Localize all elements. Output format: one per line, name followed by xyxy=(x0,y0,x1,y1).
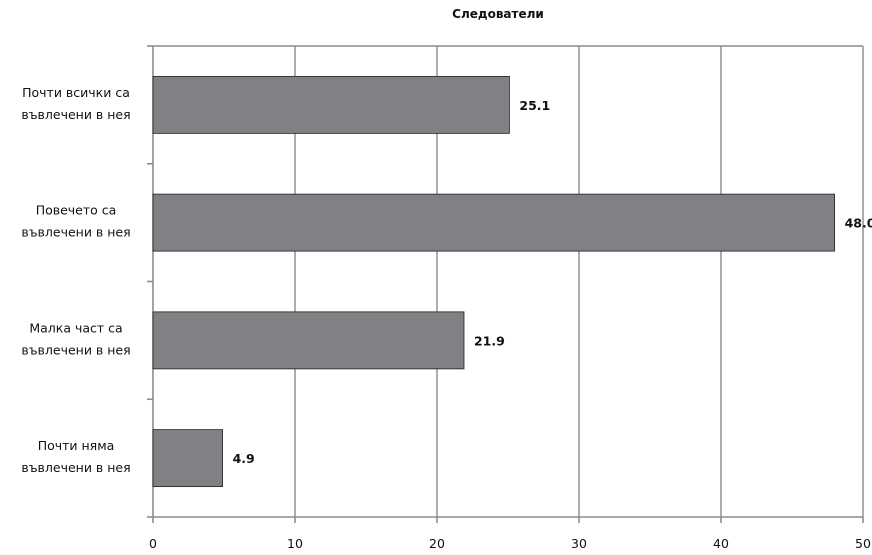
category-label-0: Почти всички са въвлечени в нея xyxy=(21,85,130,122)
x-tick-label: 30 xyxy=(571,536,587,551)
bars-layer xyxy=(152,75,835,488)
bar-2 xyxy=(152,311,465,370)
category-label-2: Малка част са въвлечени в нея xyxy=(21,320,130,357)
category-label-line: въвлечени в нея xyxy=(21,225,130,240)
x-tick-label: 40 xyxy=(713,536,729,551)
data-label-1: 48.0 xyxy=(845,216,872,231)
x-tick-label: 20 xyxy=(429,536,445,551)
labels-layer: 0 10 20 30 40 50 25.1 Почти всички са въвлечени … xyxy=(21,85,872,551)
category-label-line: Почти няма xyxy=(38,438,115,453)
data-label-2: 21.9 xyxy=(474,333,505,348)
data-label-0: 25.1 xyxy=(519,98,550,113)
category-label-line: Повечето са xyxy=(36,203,117,218)
x-tick-label: 0 xyxy=(149,536,157,551)
bar-0 xyxy=(152,75,510,134)
bar-3 xyxy=(152,429,223,488)
category-label-line: въвлечени в нея xyxy=(21,460,130,475)
x-tick-label: 50 xyxy=(855,536,871,551)
chart-title: Следователи xyxy=(452,7,544,21)
category-label-line: въвлечени в нея xyxy=(21,107,130,122)
category-label-line: Почти всички са xyxy=(22,85,130,100)
data-label-3: 4.9 xyxy=(233,451,255,466)
category-label-line: Малка част са xyxy=(29,320,122,335)
category-label-line: въвлечени в нея xyxy=(21,342,130,357)
x-tick-label: 10 xyxy=(287,536,303,551)
category-label-1: Повечето са въвлечени в нея xyxy=(21,203,130,240)
bar-1 xyxy=(152,193,835,252)
category-label-3: Почти няма въвлечени в нея xyxy=(21,438,130,475)
